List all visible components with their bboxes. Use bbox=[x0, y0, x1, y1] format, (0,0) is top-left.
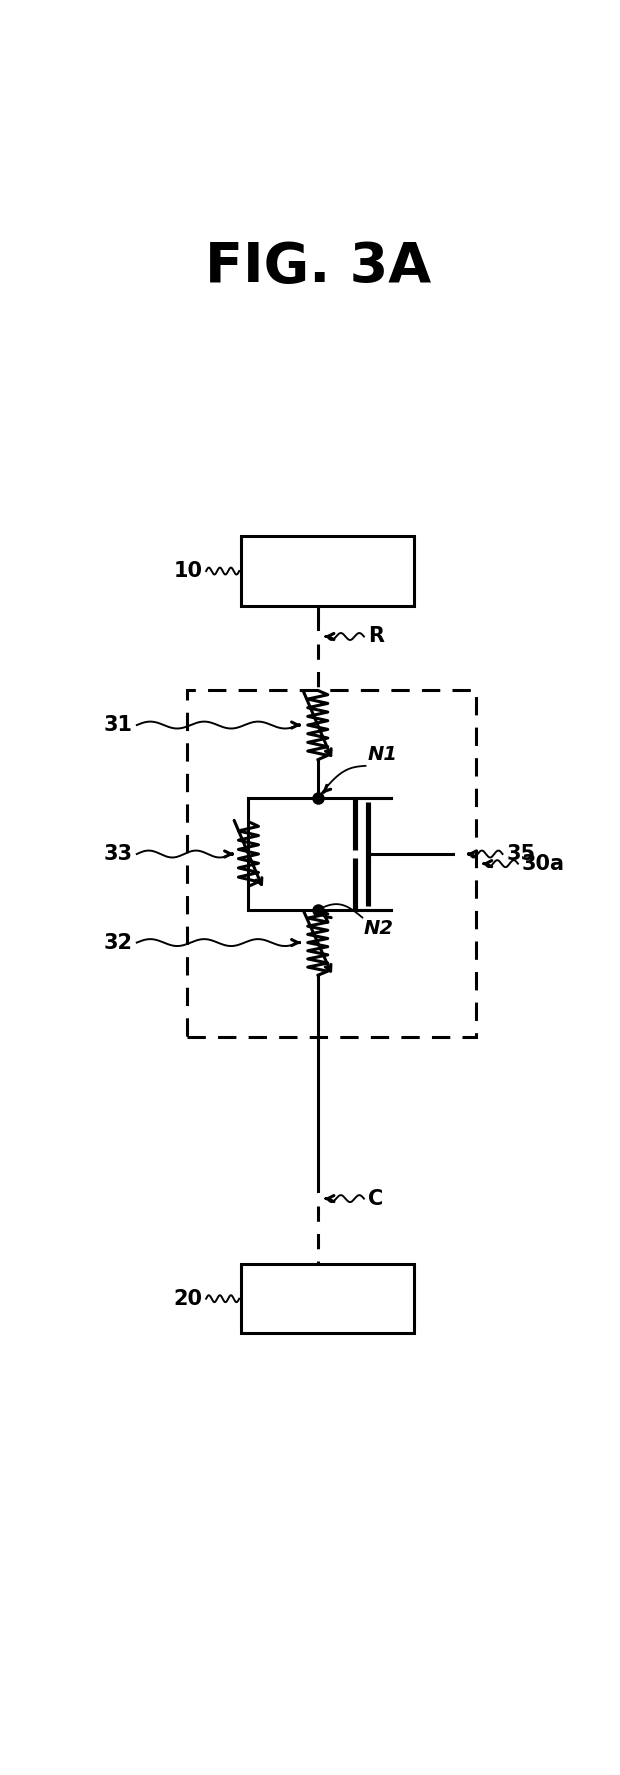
Text: C: C bbox=[368, 1189, 383, 1209]
Text: R: R bbox=[368, 627, 384, 646]
Text: FIG. 3A: FIG. 3A bbox=[205, 240, 431, 295]
Text: N1: N1 bbox=[368, 744, 398, 763]
Text: 33: 33 bbox=[104, 845, 133, 864]
Text: 10: 10 bbox=[173, 561, 202, 580]
Text: 31: 31 bbox=[104, 715, 133, 735]
Text: 32: 32 bbox=[104, 932, 133, 953]
Bar bbox=[241, 536, 414, 605]
Text: 35: 35 bbox=[507, 845, 536, 864]
Bar bbox=[241, 1264, 414, 1333]
Text: 30a: 30a bbox=[522, 854, 565, 873]
Text: N2: N2 bbox=[364, 919, 394, 939]
Text: 20: 20 bbox=[173, 1289, 202, 1308]
